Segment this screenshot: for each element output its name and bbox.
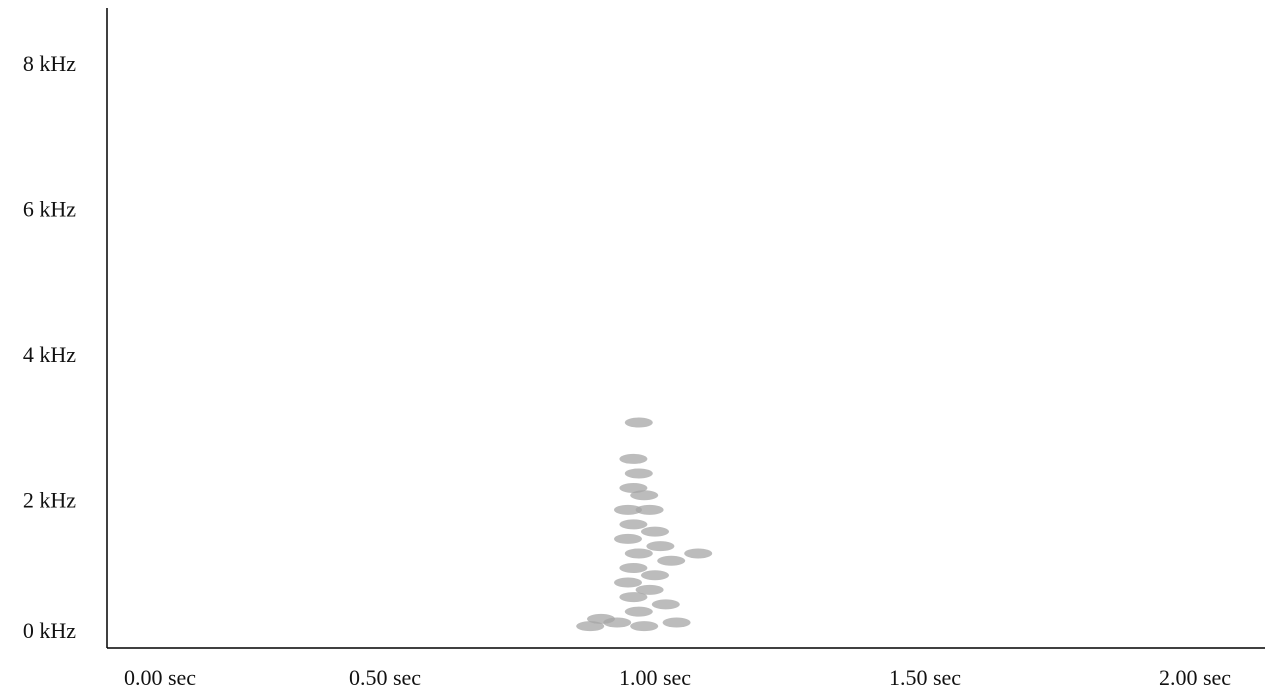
x-tick-label: 1.00 sec bbox=[619, 665, 691, 690]
energy-blob bbox=[635, 504, 664, 515]
y-tick-label: 2 kHz bbox=[23, 488, 76, 513]
energy-blob bbox=[641, 526, 669, 537]
y-tick-label: 4 kHz bbox=[23, 342, 76, 367]
x-tick-label: 0.50 sec bbox=[349, 665, 421, 690]
energy-blob bbox=[646, 541, 675, 552]
y-tick-label: 6 kHz bbox=[23, 197, 76, 222]
energy-blob bbox=[657, 555, 686, 566]
energy-blob bbox=[619, 453, 648, 464]
energy-blob bbox=[624, 468, 653, 479]
energy-blob bbox=[619, 519, 648, 530]
energy-blob bbox=[684, 548, 713, 559]
energy-blob bbox=[614, 504, 642, 515]
y-tick-label: 0 kHz bbox=[23, 618, 76, 643]
x-tick-label: 0.00 sec bbox=[124, 665, 196, 690]
energy-blob bbox=[630, 621, 659, 632]
energy-blob bbox=[614, 577, 642, 588]
y-tick-label: 8 kHz bbox=[23, 51, 76, 76]
energy-blob bbox=[614, 533, 642, 544]
energy-blob bbox=[662, 617, 691, 628]
x-tick-label: 2.00 sec bbox=[1159, 665, 1231, 690]
energy-blob bbox=[641, 570, 669, 581]
energy-blob bbox=[619, 563, 648, 573]
x-tick-label: 1.50 sec bbox=[889, 665, 961, 690]
energy-blob bbox=[619, 592, 648, 603]
energy-blob bbox=[576, 621, 605, 632]
energy-blob bbox=[624, 548, 653, 559]
energy-blob bbox=[651, 599, 680, 610]
energy-blob bbox=[635, 584, 664, 595]
energy-blob bbox=[630, 490, 659, 501]
energy-blob bbox=[624, 417, 653, 428]
energy-blob bbox=[624, 606, 653, 617]
